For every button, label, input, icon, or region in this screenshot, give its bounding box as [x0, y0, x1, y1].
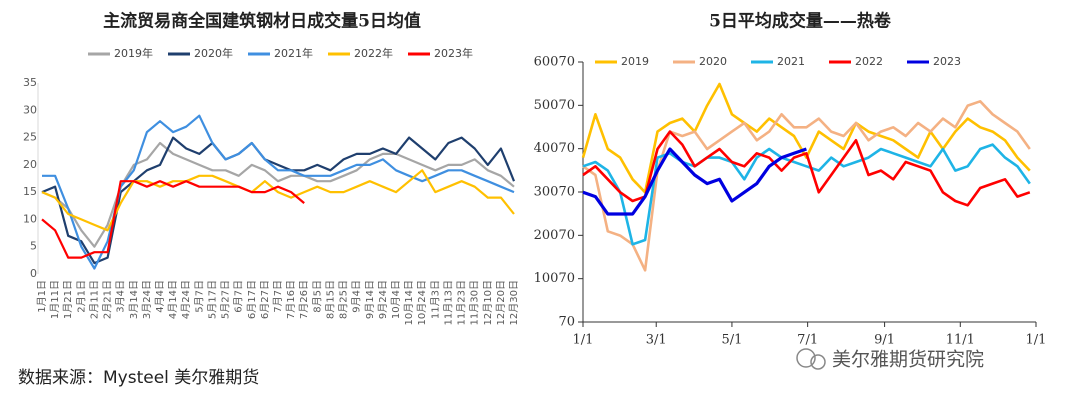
x-tick-label: 6月27日: [259, 280, 271, 319]
legend-label: 2023年: [434, 46, 473, 60]
x-tick-label: 8月5日: [311, 280, 323, 313]
x-tick-label: 1/1: [573, 333, 594, 348]
x-tick-label: 7月26日: [298, 280, 310, 319]
x-tick-label: 1月21日: [62, 280, 74, 319]
x-tick-label: 2月11日: [88, 280, 100, 319]
legend-label: 2021: [777, 55, 805, 68]
x-tick-label: 11月3日: [429, 280, 441, 319]
line-series: [41, 136, 516, 265]
legend-label: 2019: [621, 55, 649, 68]
y-tick-label: 30070: [534, 185, 575, 200]
x-tick-label: 10月4日: [390, 280, 402, 319]
y-tick-label: 10070: [534, 271, 575, 286]
x-tick-label: 1月11日: [49, 280, 61, 319]
legend-label: 2019年: [114, 46, 153, 60]
y-tick-label: 20: [23, 158, 37, 171]
x-tick-label: 7月16日: [285, 280, 297, 319]
x-tick-label: 8月25日: [338, 280, 350, 319]
x-tick-label: 2月21日: [102, 280, 114, 319]
line-series: [582, 130, 1031, 207]
x-tick-label: 5月7日: [193, 280, 205, 313]
x-tick-label: 3月14日: [128, 280, 140, 319]
x-tick-label: 3/1: [646, 333, 667, 348]
x-tick-label: 12月20日: [495, 280, 507, 325]
chart-title: 5日平均成交量——热卷: [709, 11, 892, 32]
x-tick-label: 11月13日: [442, 280, 454, 325]
line-series: [582, 147, 807, 216]
x-tick-label: 2月1日: [75, 280, 87, 313]
x-tick-label: 6月7日: [233, 280, 245, 313]
x-tick-label: 9月4日: [351, 280, 363, 313]
x-tick-label: 5月27日: [220, 280, 232, 319]
x-tick-label: 11月23日: [456, 280, 468, 325]
x-tick-label: 5月17日: [206, 280, 218, 319]
legend-label: 2021年: [274, 46, 313, 60]
y-tick-label: 20070: [534, 228, 575, 243]
source-note: 数据来源：Mysteel 美尔雅期货: [18, 368, 259, 388]
x-tick-label: 12月30日: [508, 280, 520, 325]
y-tick-label: 30: [23, 103, 37, 116]
x-tick-label: 5/1: [721, 333, 742, 348]
x-tick-label: 4月14日: [167, 280, 179, 319]
legend-label: 2020年: [194, 46, 233, 60]
x-tick-label: 11/1: [946, 333, 975, 348]
x-tick-label: 9月24日: [377, 280, 389, 319]
x-tick-label: 11月30日: [469, 280, 481, 325]
x-tick-label: 9月14日: [364, 280, 376, 319]
y-tick-label: 60070: [534, 55, 575, 70]
x-tick-label: 12月10日: [482, 280, 494, 325]
y-tick-label: 0: [30, 267, 37, 280]
chart-title: 主流贸易商全国建筑钢材日成交量5日均值: [103, 11, 421, 32]
y-tick-label: 70: [558, 315, 575, 330]
x-tick-label: 1月1日: [36, 280, 48, 313]
x-tick-label: 4月4日: [154, 280, 166, 313]
y-tick-label: 35: [23, 76, 37, 89]
x-tick-label: 7/1: [797, 333, 818, 348]
x-tick-label: 3月24日: [141, 280, 153, 319]
y-tick-label: 50070: [534, 98, 575, 113]
x-tick-label: 8月15日: [324, 280, 336, 319]
y-tick-label: 5: [30, 240, 37, 253]
legend-label: 2022年: [354, 46, 393, 60]
x-tick-label: 7月7日: [272, 280, 284, 313]
x-tick-label: 10月14日: [403, 280, 415, 325]
y-tick-label: 40070: [534, 141, 575, 156]
line-series: [582, 143, 1031, 246]
x-tick-label: 4月24日: [180, 280, 192, 319]
x-tick-label: 10月24日: [416, 280, 428, 325]
y-tick-label: 10: [23, 212, 37, 225]
watermark: 美尔雅期货研究院: [832, 349, 984, 371]
x-tick-label: 9/1: [874, 333, 895, 348]
line-series: [41, 169, 515, 232]
x-tick-label: 6月17日: [246, 280, 258, 319]
line-series: [41, 180, 305, 259]
legend-label: 2023: [933, 55, 961, 68]
watermark-icon: [796, 348, 826, 370]
line-series: [581, 82, 1031, 194]
legend-label: 2020: [699, 55, 727, 68]
x-tick-label: 3月4日: [115, 280, 127, 313]
x-tick-label: 1/1: [1026, 333, 1047, 348]
y-tick-label: 25: [23, 131, 37, 144]
legend-label: 2022: [855, 55, 883, 68]
y-tick-label: 15: [23, 185, 37, 198]
